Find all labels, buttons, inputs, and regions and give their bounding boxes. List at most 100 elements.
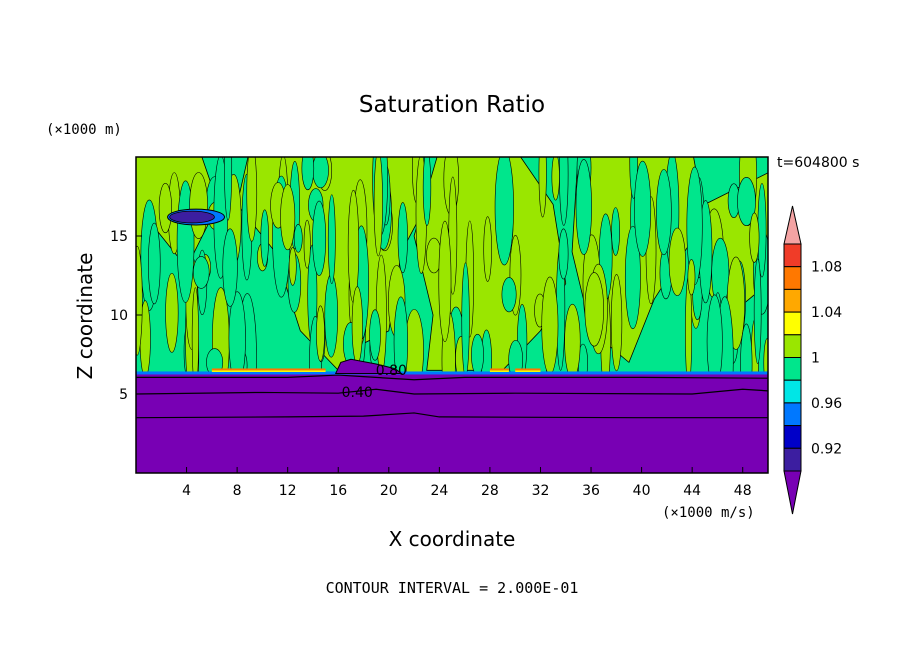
- streak-patch: [280, 184, 296, 251]
- colorbar-bin: [783, 288, 802, 313]
- streak-patch: [293, 224, 303, 253]
- contour-line: [136, 374, 768, 381]
- streak-patch: [260, 209, 269, 267]
- streak-patch: [584, 272, 604, 347]
- colorbar-bin: [783, 243, 802, 268]
- y-unit-label: (×1000 m): [46, 122, 122, 138]
- streak-patch: [288, 247, 297, 286]
- warm-band: [211, 370, 326, 372]
- dry-layer: [136, 373, 768, 473]
- streak-patch: [575, 159, 592, 255]
- streak-patch: [564, 303, 581, 380]
- x-tick-label: 28: [481, 483, 499, 499]
- colorbar-tick-label: 1.08: [811, 260, 842, 276]
- streak-patch: [316, 305, 325, 362]
- colorbar-bin: [783, 357, 802, 381]
- layer-bump: [334, 358, 403, 374]
- x-tick-label: 12: [279, 483, 297, 499]
- warm-band: [515, 368, 541, 371]
- colorbar: 1.08 1.04 1 0.96 0.92: [783, 205, 842, 515]
- streak-patch: [148, 222, 161, 305]
- streak-patch: [373, 157, 383, 257]
- colorbar-bin: [783, 379, 802, 404]
- streak-patch: [397, 202, 408, 274]
- streak-patch: [611, 207, 620, 256]
- streak-patch: [222, 228, 238, 307]
- streak-patch: [634, 160, 652, 257]
- streak-patch: [246, 157, 258, 242]
- warm-band: [211, 368, 326, 371]
- x-tick-label: 48: [734, 483, 752, 499]
- colorbar-bin: [783, 447, 802, 472]
- y-axis-label: Z coordinate: [73, 253, 97, 380]
- colorbar-tick-label: 0.92: [811, 441, 842, 457]
- streak-patch: [136, 245, 143, 356]
- streak-patch: [483, 216, 492, 282]
- warm-band: [489, 370, 509, 372]
- streak-patch: [189, 172, 208, 239]
- streak-patch: [422, 157, 432, 226]
- x-tick-label: 40: [633, 483, 651, 499]
- streak-patch: [624, 225, 641, 330]
- streak-patch: [737, 176, 756, 227]
- x-unit-label: (×1000 m/s): [662, 505, 755, 521]
- streak-patch: [224, 157, 233, 221]
- streak-patch: [158, 182, 172, 234]
- warm-band: [515, 370, 541, 372]
- dry-patch: [169, 210, 215, 224]
- time-label: t=604800 s: [777, 155, 859, 171]
- x-tick-label: 24: [430, 483, 448, 499]
- contour-interval-footer: CONTOUR INTERVAL = 2.000E-01: [326, 579, 579, 597]
- streak-patch: [301, 157, 315, 191]
- x-tick-label: 8: [233, 483, 242, 499]
- colorbar-bin: [783, 311, 802, 336]
- streak-patch: [369, 309, 381, 361]
- streak-patch: [327, 194, 336, 284]
- streak-patch: [558, 228, 569, 280]
- streak-patch: [461, 262, 470, 377]
- warm-band: [489, 368, 509, 371]
- streak-patch: [668, 227, 686, 296]
- contour-line: [136, 412, 768, 419]
- streak-patch: [538, 157, 547, 218]
- streak-patch: [438, 220, 452, 342]
- chart-title: Saturation Ratio: [359, 92, 545, 118]
- streak-patch: [656, 169, 672, 256]
- x-axis-label: X coordinate: [389, 527, 516, 551]
- streak-patch: [165, 272, 179, 353]
- layer-edge: [136, 371, 768, 375]
- colorbar-bin: [783, 334, 802, 358]
- streak-patch: [559, 157, 569, 226]
- y-tick-label: 15: [110, 229, 128, 245]
- streak-patch: [471, 333, 484, 376]
- x-tick-label: 20: [380, 483, 398, 499]
- colorbar-bin: [783, 266, 802, 290]
- colorbar-tick-label: 1: [811, 351, 820, 367]
- colorbar-tick-label: 1.04: [811, 305, 842, 321]
- y-tick-label: 5: [119, 387, 128, 403]
- x-tick-label: 4: [182, 483, 191, 499]
- streak-patch: [551, 157, 560, 201]
- colorbar-bin: [783, 425, 802, 449]
- colorbar-tick-label: 0.96: [811, 396, 842, 412]
- streak-patch: [541, 276, 559, 375]
- streak-patch: [501, 277, 517, 313]
- streak-patch: [753, 258, 762, 364]
- x-axis-ticks: 4 8 12 16 20 24 28 32 36 40 44 48: [182, 467, 752, 499]
- colorbar-bin: [783, 402, 802, 427]
- contour-line: [136, 388, 768, 395]
- y-axis-ticks: 5 10 15: [110, 229, 142, 403]
- contour-label: 0.80: [376, 363, 407, 379]
- y-tick-label: 10: [110, 308, 128, 324]
- streak-patch: [193, 256, 210, 289]
- streak-patch: [303, 219, 311, 269]
- streak-patch: [749, 212, 760, 263]
- contour-label: 0.40: [342, 385, 373, 401]
- streak-patch: [312, 157, 329, 189]
- x-tick-label: 32: [532, 483, 550, 499]
- streak-patch: [324, 273, 338, 358]
- streak-patch: [687, 259, 696, 296]
- colorbar-top-extension: [783, 205, 802, 245]
- streak-patch: [312, 200, 327, 276]
